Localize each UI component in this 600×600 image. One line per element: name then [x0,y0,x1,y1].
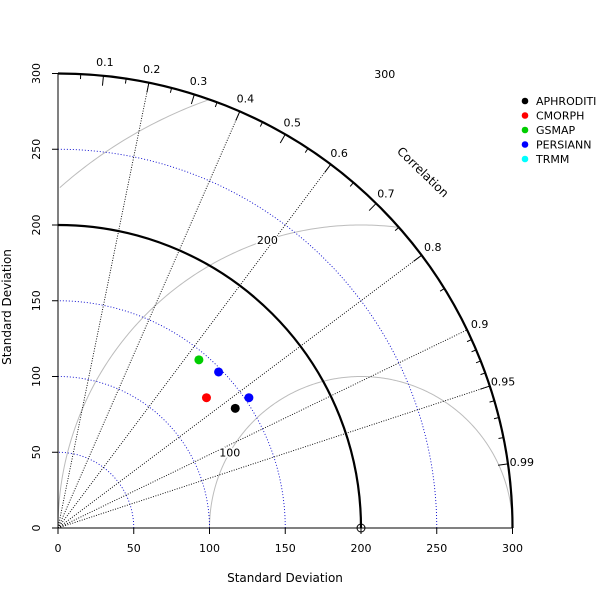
reference-point [356,523,366,533]
correlation-tick-label: 0.95 [491,376,516,389]
x-tick-label: 250 [426,542,447,555]
correlation-tick [235,111,241,121]
point-cmorph [201,393,211,403]
y-tick-label: 200 [30,215,43,236]
correlation-tick [324,164,332,173]
rms-label: 100 [219,446,240,459]
correlation-tick [259,121,263,127]
correlation-tick-label: 0.1 [96,56,114,69]
y-tick-label: 0 [30,525,43,532]
legend-label-persiann: PERSIANN [536,139,591,152]
correlation-tick [214,102,218,108]
correlation-line [57,111,241,529]
correlation-tick-label: 0.8 [424,241,442,254]
correlation-tick [471,349,477,353]
legend-label-aphroditi: APHRODITI [536,95,596,108]
data-points [194,355,366,533]
rms-label: 200 [257,234,278,247]
correlation-tick [489,400,495,403]
y-tick-label: 250 [30,139,43,160]
correlation-tick [169,87,173,93]
point-persiann [244,393,254,403]
correlation-tick [349,182,354,187]
correlation-tick-label: 0.5 [284,116,302,129]
correlation-tick [279,134,286,144]
correlation-tick [466,339,472,343]
rms-arc [59,99,210,188]
y-tick-label: 100 [30,366,43,387]
correlation-tick [394,227,400,232]
correlation-tick [475,360,481,364]
sd-arc [57,300,286,529]
correlation-tick [304,148,309,153]
x-tick-label: 150 [275,542,296,555]
grid-layer [57,82,513,529]
correlation-tick-label: 0.2 [143,63,161,76]
correlation-tick-label: 0.9 [471,318,489,331]
legend-label-trmm: TRMM [535,153,569,166]
legend-label-cmorph: CMORPH [536,110,584,123]
x-axis-title: Standard Deviation [227,571,343,585]
correlation-line [57,254,422,529]
correlation-tick-label: 0.7 [377,187,395,200]
axes-layer [52,72,514,534]
outer-arc [57,72,514,529]
correlation-line [57,329,468,529]
correlation-tick [497,463,509,466]
legend-marker-gsmap [521,126,529,134]
correlation-line [57,385,490,529]
correlation-line [57,82,150,529]
point-persiann [214,367,224,377]
correlation-tick [101,75,104,86]
correlation-tick [368,203,377,211]
reference-sd-arc [57,223,363,529]
correlation-tick [493,417,499,420]
rms-arc [209,375,513,529]
point-gsmap [194,355,204,365]
x-tick-label: 100 [199,542,220,555]
y-tick-label: 300 [30,63,43,84]
correlation-line [57,164,332,529]
y-tick-label: 50 [30,445,43,459]
x-tick-label: 300 [502,542,523,555]
correlation-tick-label: 0.3 [190,75,208,88]
correlation-tick [480,372,486,376]
labels-layer: 100 200 300 0.1 0.2 0.3 0.4 0.5 0.6 0.7 0.8 0.9 0.95… [30,56,534,555]
correlation-axis-title: Correlation [394,144,451,200]
legend-label-gsmap: GSMAP [536,124,576,137]
rms-label: 300 [374,68,395,81]
legend-marker-trmm [521,155,529,163]
correlation-tick [190,94,195,105]
correlation-tick-label: 0.6 [330,147,348,160]
legend-marker-aphroditi [521,97,529,105]
sd-arc [57,451,135,529]
correlation-tick-label: 0.4 [237,93,255,106]
legend-marker-persiann [521,141,529,148]
sd-arc [57,376,210,529]
y-tick-label: 150 [30,290,43,311]
correlation-tick [480,385,490,390]
correlation-tick [124,78,127,84]
correlation-tick [413,254,422,262]
x-tick-label: 200 [351,542,372,555]
legend-marker-cmorph [521,112,529,119]
correlation-tick [439,288,445,292]
x-tick-label: 0 [55,542,62,555]
correlation-tick [498,437,504,440]
correlation-tick [146,82,150,93]
sd-arc [57,148,438,529]
correlation-tick-label: 0.99 [510,456,535,469]
x-tick-label: 50 [127,542,141,555]
y-axis-title: Standard Deviation [0,249,14,365]
point-aphroditi [230,403,240,413]
rms-arc [57,224,398,529]
